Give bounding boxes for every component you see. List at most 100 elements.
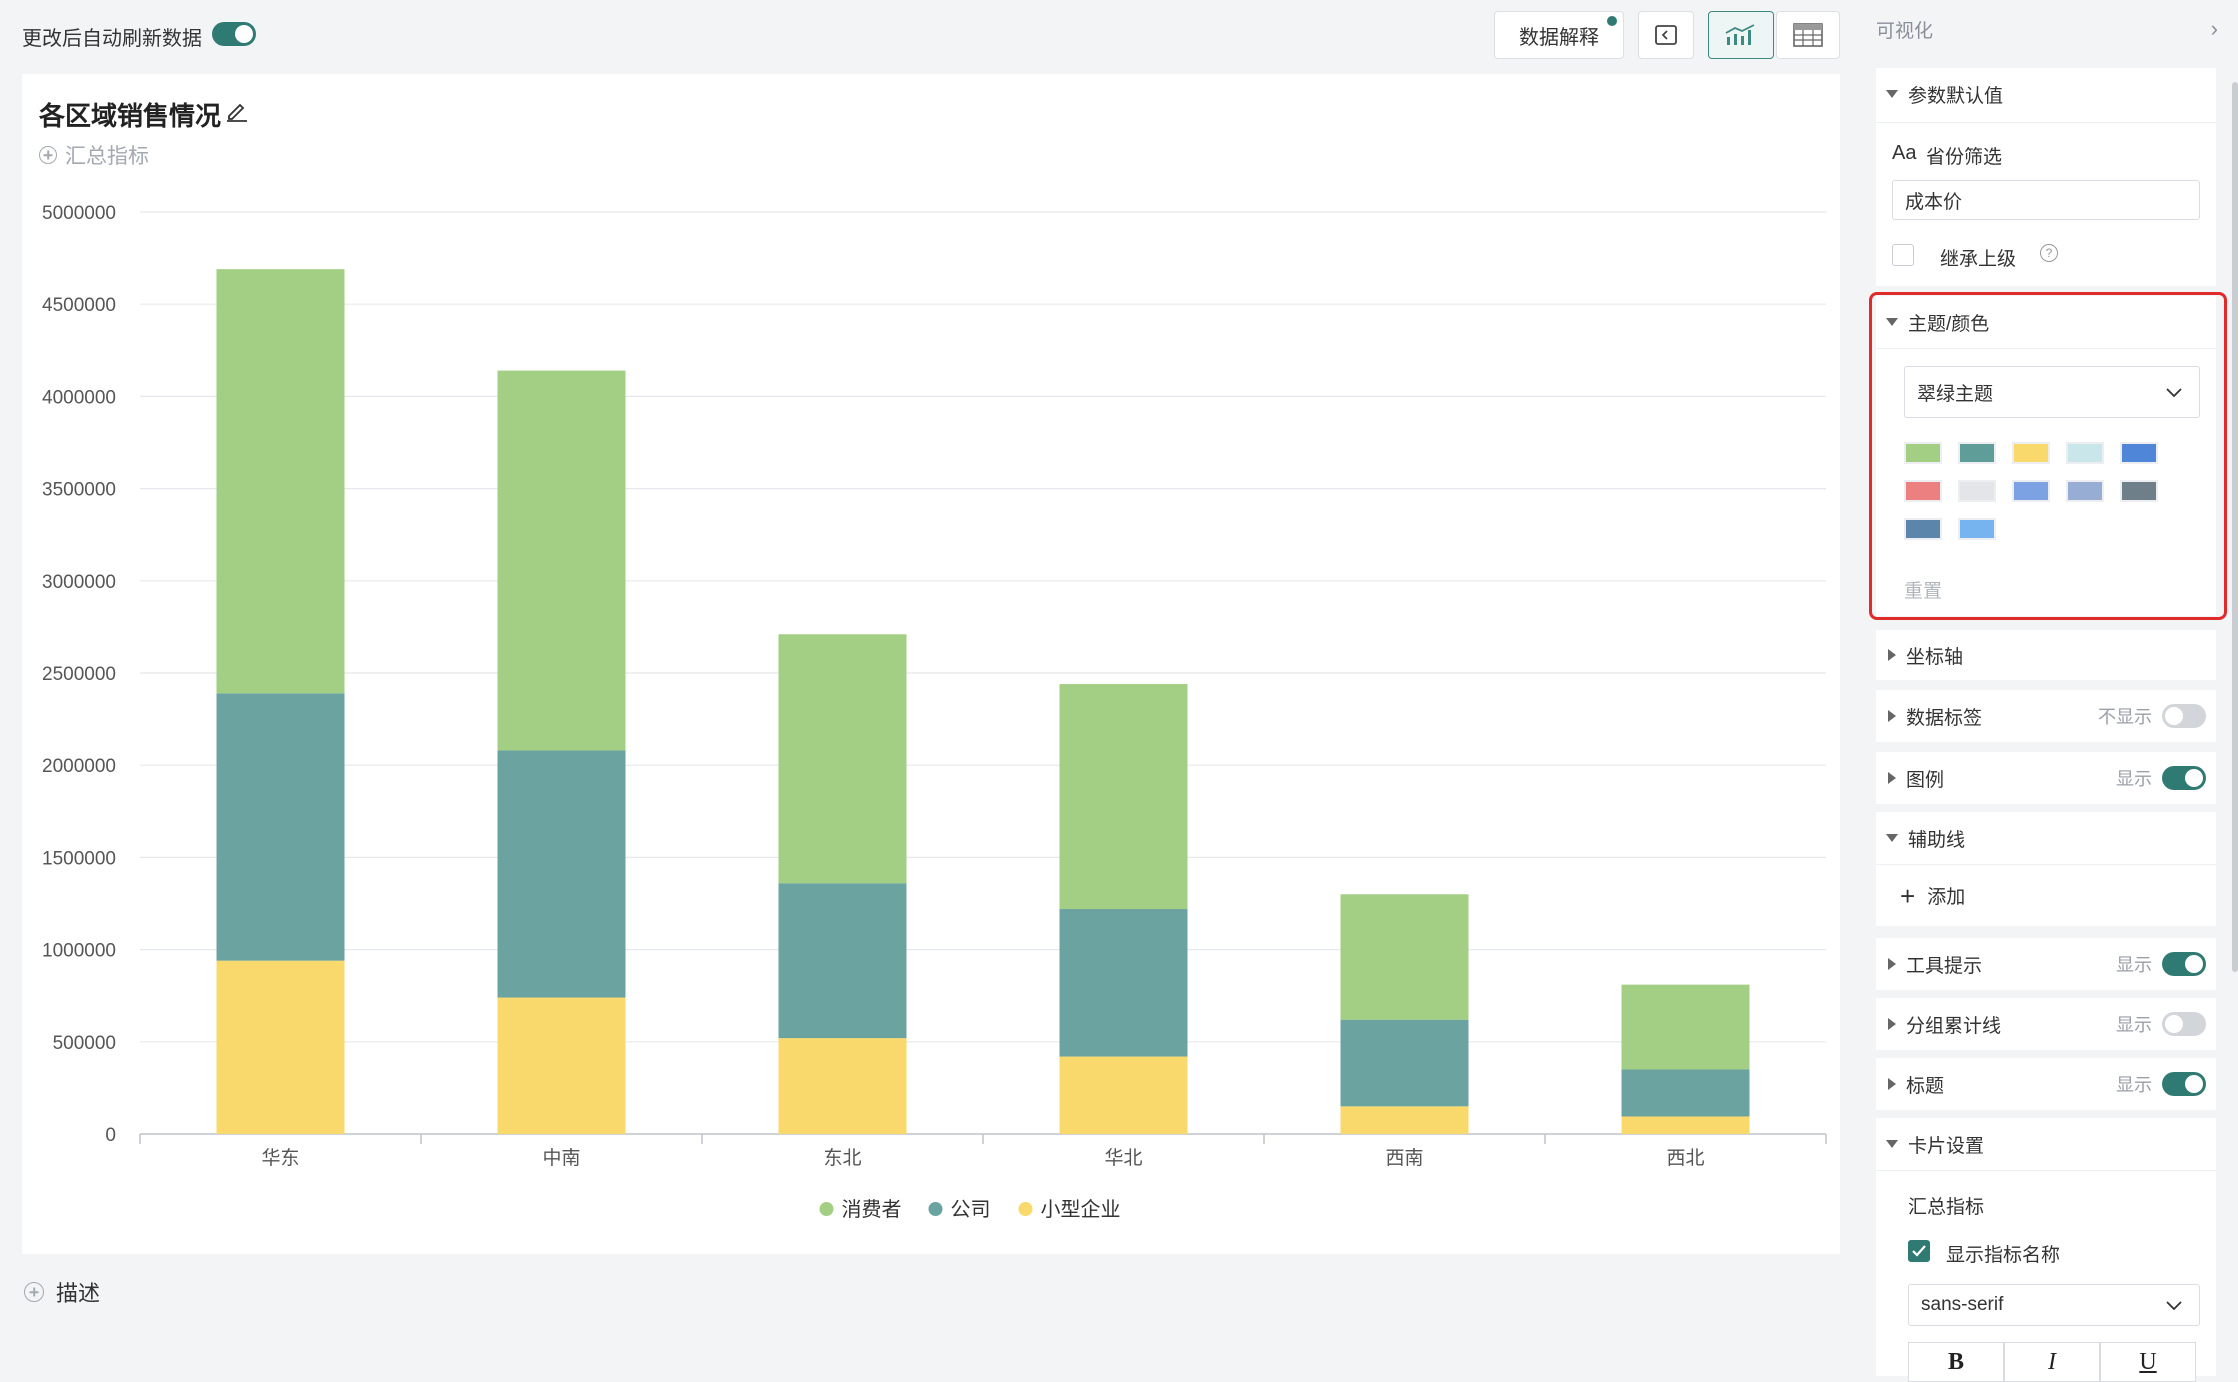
caret-right-icon: [1888, 1078, 1896, 1090]
color-swatch[interactable]: [1904, 442, 1942, 464]
card-summary-label: 汇总指标: [1908, 1197, 1985, 1218]
theme-color-section: 主题/颜色 翠绿主题 重置: [1876, 296, 2216, 616]
section-status: 显示: [2116, 1075, 2152, 1095]
bar-segment[interactable]: [1340, 1019, 1469, 1107]
bar-segment[interactable]: [1340, 1106, 1469, 1134]
add-description[interactable]: 描述: [24, 1276, 100, 1308]
add-summary-metric[interactable]: 汇总指标: [39, 140, 149, 170]
data-label-section[interactable]: 数据标签 不显示: [1876, 690, 2216, 742]
bold-button[interactable]: B: [1908, 1342, 2004, 1382]
underline-button[interactable]: U: [2100, 1342, 2196, 1382]
color-swatch[interactable]: [2120, 480, 2158, 502]
font-select[interactable]: sans-serif: [1908, 1284, 2200, 1326]
legend-section[interactable]: 图例 显示: [1876, 752, 2216, 804]
panel-scrollbar[interactable]: [2232, 82, 2238, 972]
aux-line-header[interactable]: 辅助线: [1876, 812, 2216, 864]
bar-segment[interactable]: [216, 269, 345, 694]
section-label: 数据标签: [1906, 707, 1983, 729]
legend-marker: [1018, 1202, 1033, 1216]
y-tick-label: 1000000: [42, 941, 116, 962]
section-label: 工具提示: [1906, 955, 1983, 977]
panel-title: 可视化: [1876, 21, 1934, 42]
font-selected-value: sans-serif: [1921, 1294, 2004, 1315]
color-swatch[interactable]: [1958, 442, 1996, 464]
bar-segment[interactable]: [216, 693, 345, 961]
card-settings-header[interactable]: 卡片设置: [1876, 1118, 2216, 1170]
caret-right-icon: [1888, 1018, 1896, 1030]
chart-card: 0 500000 1000000 1500000 2000000 2500000 30000…: [22, 74, 1840, 1254]
edit-pencil-icon[interactable]: [225, 98, 249, 122]
color-swatch[interactable]: [1904, 518, 1942, 540]
caret-down-icon: [1886, 318, 1898, 326]
stacked-bar-chart: 0 500000 1000000 1500000 2000000 2500000 30000…: [42, 203, 1827, 1221]
x-tick-label: 中南: [542, 1147, 580, 1169]
bar-segment[interactable]: [1059, 909, 1188, 1057]
theme-reset-button[interactable]: 重置: [1904, 581, 1943, 602]
color-swatch[interactable]: [2066, 480, 2104, 502]
color-swatch[interactable]: [2120, 442, 2158, 464]
bar-segment[interactable]: [778, 634, 907, 884]
bar-segment[interactable]: [497, 997, 626, 1134]
legend-item-label[interactable]: 公司: [951, 1199, 991, 1221]
chart-view-button[interactable]: [1708, 11, 1774, 59]
add-aux-line-button[interactable]: + 添加: [1900, 882, 1965, 909]
bar-segment[interactable]: [778, 1038, 907, 1134]
bar-segment[interactable]: [778, 883, 907, 1039]
bar-segment[interactable]: [1059, 1056, 1188, 1134]
bar-segment[interactable]: [497, 370, 626, 751]
legend-item-label[interactable]: 消费者: [842, 1198, 902, 1221]
section-label: 卡片设置: [1908, 1135, 1985, 1157]
group-cumulative-section[interactable]: 分组累计线 显示: [1876, 998, 2216, 1050]
color-swatch[interactable]: [2012, 442, 2050, 464]
auto-refresh-toggle[interactable]: [212, 22, 256, 46]
chevron-down-icon: [2166, 388, 2182, 398]
chart-title[interactable]: 各区域销售情况: [39, 101, 222, 131]
bar-segment[interactable]: [216, 960, 345, 1134]
inherit-checkbox[interactable]: [1892, 244, 1914, 266]
param-default-header[interactable]: 参数默认值: [1876, 68, 2216, 120]
color-swatch[interactable]: [2066, 442, 2104, 464]
color-swatch[interactable]: [2012, 480, 2050, 502]
data-explain-button[interactable]: 数据解释: [1494, 11, 1624, 59]
tooltip-toggle[interactable]: [2162, 952, 2206, 976]
group-cumulative-toggle[interactable]: [2162, 1012, 2206, 1036]
title-section[interactable]: 标题 显示: [1876, 1058, 2216, 1110]
filter-value-input[interactable]: 成本价: [1892, 180, 2200, 220]
bar-line-chart-icon: [1725, 24, 1755, 45]
bar-segment[interactable]: [1621, 984, 1750, 1070]
bar-segment[interactable]: [1621, 1116, 1750, 1134]
y-tick-label: 2000000: [42, 756, 116, 777]
y-tick-label: 4500000: [42, 295, 116, 316]
section-label: 坐标轴: [1906, 646, 1964, 668]
y-tick-label: 500000: [53, 1033, 116, 1054]
collapse-chevron-icon[interactable]: ›: [2210, 16, 2218, 41]
legend-item-label[interactable]: 小型企业: [1041, 1198, 1121, 1221]
show-metric-name-checkbox[interactable]: [1908, 1240, 1930, 1262]
caret-right-icon: [1888, 710, 1896, 722]
x-tick-label: 东北: [823, 1147, 861, 1169]
help-icon[interactable]: ?: [2040, 244, 2058, 262]
caret-down-icon: [1886, 834, 1898, 842]
aux-line-section: 辅助线 + 添加: [1876, 812, 2216, 926]
bar-segment[interactable]: [1340, 894, 1469, 1020]
legend-toggle[interactable]: [2162, 766, 2206, 790]
table-view-button[interactable]: [1776, 11, 1840, 59]
y-tick-label: 1500000: [42, 848, 116, 869]
color-swatch[interactable]: [1958, 518, 1996, 540]
bar-segment[interactable]: [1059, 684, 1188, 910]
bar-segment[interactable]: [497, 750, 626, 998]
theme-select[interactable]: 翠绿主题: [1904, 366, 2200, 418]
title-toggle[interactable]: [2162, 1072, 2206, 1096]
bar-segment[interactable]: [1621, 1069, 1750, 1117]
code-view-button[interactable]: [1638, 11, 1694, 59]
color-swatch[interactable]: [1958, 480, 1996, 502]
top-toolbar: 更改后自动刷新数据 数据解释: [0, 0, 1862, 72]
caret-down-icon: [1886, 1140, 1898, 1148]
italic-button[interactable]: I: [2004, 1342, 2100, 1382]
theme-header[interactable]: 主题/颜色: [1876, 296, 2216, 348]
data-label-toggle[interactable]: [2162, 704, 2206, 728]
card-settings-section: 卡片设置 汇总指标 显示指标名称 sans-serif: [1876, 1118, 2216, 1376]
tooltip-section[interactable]: 工具提示 显示: [1876, 938, 2216, 990]
color-swatch[interactable]: [1904, 480, 1942, 502]
axis-section[interactable]: 坐标轴: [1876, 630, 2216, 680]
